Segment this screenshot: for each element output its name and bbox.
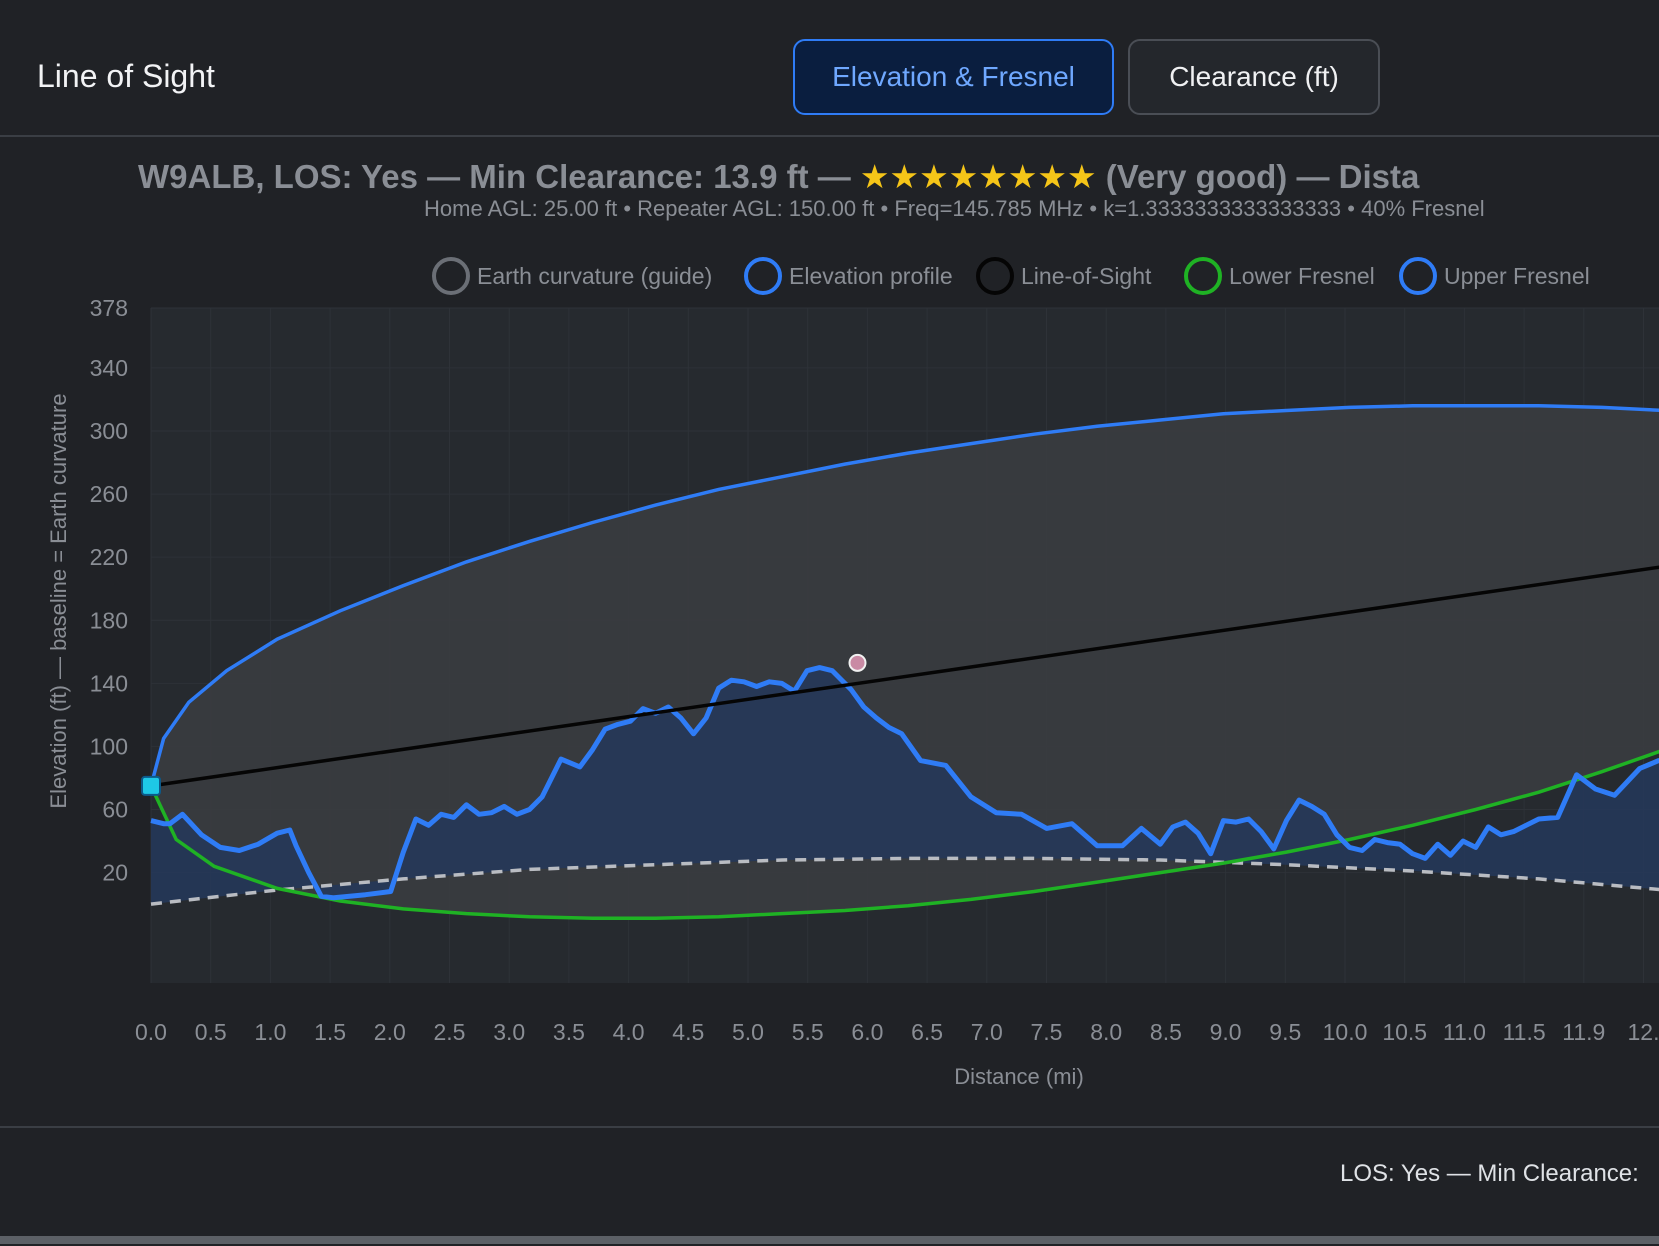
y-tick-label: 220 <box>90 544 128 570</box>
legend-marker <box>976 257 1014 295</box>
y-tick-label: 378 <box>90 295 128 321</box>
los-chart: W9ALB, LOS: Yes — Min Clearance: 13.9 ft… <box>46 158 1659 1089</box>
series-line-of-sight <box>150 565 1659 788</box>
footer: LOS: Yes — Min Clearance: <box>0 1126 1659 1246</box>
x-tick-label: 3.5 <box>553 1019 585 1045</box>
x-tick-label: 8.5 <box>1150 1019 1182 1045</box>
series-earth-curvature <box>150 856 1659 906</box>
x-tick-label: 1.0 <box>254 1019 286 1045</box>
series-elevation-profile <box>150 665 1659 901</box>
elevation-area-fill <box>151 667 1659 905</box>
legend-marker <box>1184 257 1222 295</box>
header: Line of Sight Elevation & Fresnel Cleara… <box>0 0 1659 137</box>
chart-title: W9ALB, LOS: Yes — Min Clearance: 13.9 ft… <box>138 158 1420 195</box>
legend-item: Upper Fresnel <box>1399 257 1590 295</box>
legend-label: Elevation profile <box>789 263 953 289</box>
legend-item: Earth curvature (guide) <box>432 257 712 295</box>
legend-label: Line-of-Sight <box>1021 263 1152 289</box>
legend-label: Upper Fresnel <box>1444 263 1590 289</box>
x-tick-label: 11.9 <box>1562 1019 1605 1045</box>
x-tick-label: 8.0 <box>1090 1019 1122 1045</box>
legend-label: Earth curvature (guide) <box>477 263 712 289</box>
x-axis-label: Distance (mi) <box>954 1064 1084 1089</box>
series-lower-fresnel <box>149 749 1659 921</box>
y-tick-label: 260 <box>90 481 128 507</box>
x-tick-label: 6.5 <box>911 1019 943 1045</box>
y-tick-label: 100 <box>90 733 128 759</box>
chart-area: W9ALB, LOS: Yes — Min Clearance: 13.9 ft… <box>0 137 1659 1127</box>
series-upper-fresnel <box>149 404 1659 787</box>
x-tick-label: 0.0 <box>135 1019 167 1045</box>
x-tick-label: 12. <box>1628 1019 1659 1045</box>
bottom-scrollbar[interactable] <box>0 1236 1659 1244</box>
x-tick-label: 7.0 <box>971 1019 1003 1045</box>
chart-subtitle: Home AGL: 25.00 ft • Repeater AGL: 150.0… <box>424 196 1485 221</box>
x-tick-label: 10.5 <box>1382 1019 1427 1045</box>
x-axis: 0.0 0.5 1.0 1.5 2.0 2.5 3.0 3.5 4.0 4.5 5.0 5.5 6.0 6… <box>135 1019 1659 1045</box>
y-tick-label: 60 <box>102 797 128 823</box>
y-tick-label: 180 <box>90 607 128 633</box>
min-clearance-marker <box>848 653 867 672</box>
x-tick-label: 0.5 <box>195 1019 227 1045</box>
x-tick-label: 11.0 <box>1443 1019 1486 1045</box>
x-tick-label: 3.0 <box>493 1019 525 1045</box>
x-tick-label: 5.5 <box>792 1019 824 1045</box>
chart-title-rating: (Very good) — Dista <box>1106 158 1420 195</box>
legend-item: Elevation profile <box>744 257 953 295</box>
x-tick-label: 7.5 <box>1031 1019 1063 1045</box>
y-tick-label: 140 <box>90 670 128 696</box>
x-tick-label: 9.0 <box>1210 1019 1242 1045</box>
page-title: Line of Sight <box>37 58 215 94</box>
x-tick-label: 2.0 <box>374 1019 406 1045</box>
legend-marker <box>1399 257 1437 295</box>
status-text: LOS: Yes — Min Clearance: <box>1340 1160 1639 1187</box>
x-tick-label: 4.0 <box>613 1019 645 1045</box>
x-tick-label: 2.5 <box>434 1019 466 1045</box>
chart-legend: Earth curvature (guide) Elevation profile… <box>432 257 1590 295</box>
x-tick-label: 9.5 <box>1269 1019 1301 1045</box>
tab-clearance[interactable]: Clearance (ft) <box>1128 39 1380 115</box>
fresnel-zone-fill <box>151 405 1659 919</box>
legend-label: Lower Fresnel <box>1229 263 1375 289</box>
x-tick-label: 5.0 <box>732 1019 764 1045</box>
x-tick-label: 10.0 <box>1323 1019 1368 1045</box>
y-tick-label: 20 <box>102 860 128 886</box>
legend-item: Lower Fresnel <box>1184 257 1375 295</box>
x-tick-label: 4.5 <box>672 1019 704 1045</box>
y-axis: 378 340 300 260 220 180 140 100 60 20 <box>90 295 128 886</box>
legend-marker <box>432 257 470 295</box>
plot-area <box>141 404 1659 921</box>
x-tick-label: 1.5 <box>314 1019 346 1045</box>
y-tick-label: 300 <box>90 418 128 444</box>
y-axis-label: Elevation (ft) — baseline = Earth curvat… <box>46 393 71 808</box>
x-tick-label: 11.5 <box>1503 1019 1546 1045</box>
y-tick-label: 340 <box>90 355 128 381</box>
legend-marker <box>744 257 782 295</box>
chart-title-main: W9ALB, LOS: Yes — Min Clearance: 13.9 ft… <box>138 158 851 195</box>
legend-item: Line-of-Sight <box>976 257 1152 295</box>
x-tick-label: 6.0 <box>851 1019 883 1045</box>
home-marker <box>141 775 161 796</box>
tab-elevation-fresnel[interactable]: Elevation & Fresnel <box>793 39 1114 115</box>
rating-stars: ★★★★★★★★ <box>860 158 1097 195</box>
